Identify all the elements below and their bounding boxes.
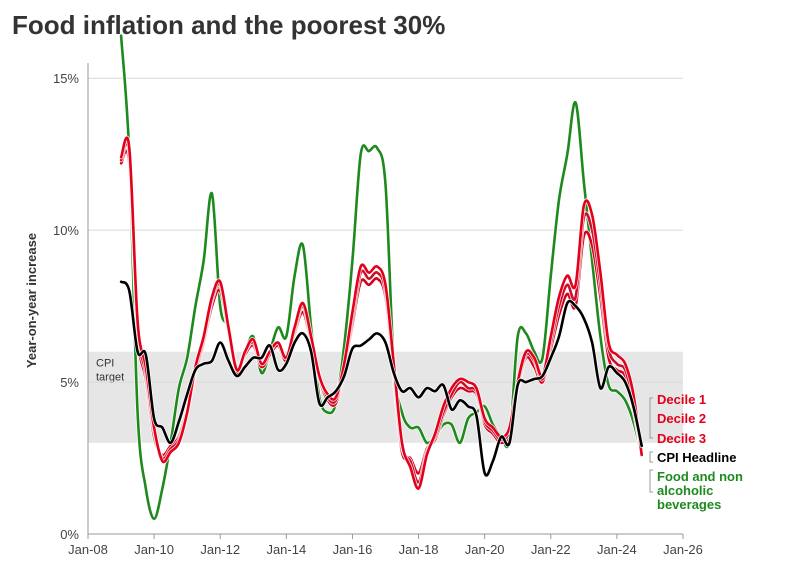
series-line-cpi-headline — [119, 280, 643, 477]
cpi-target-label-line2: target — [96, 372, 124, 384]
chart-title: Food inflation and the poorest 30% — [12, 10, 446, 40]
cpi-target-label-line1: CPI — [96, 358, 114, 370]
legend-label-4: beverages — [657, 497, 721, 512]
series-line-food-and-non-alcoholic-beverages — [119, 34, 643, 521]
x-tick-label: Jan-22 — [531, 542, 571, 557]
y-tick-label: 0% — [60, 527, 79, 542]
x-tick-label: Jan-26 — [663, 542, 703, 557]
legend-label-2: Decile 3 — [657, 431, 706, 446]
legend-label-3: CPI Headline — [657, 450, 736, 465]
x-tick-label: Jan-12 — [200, 542, 240, 557]
legend-bracket-deciles — [649, 397, 653, 439]
x-tick-label: Jan-14 — [266, 542, 306, 557]
x-tick-label: Jan-10 — [134, 542, 174, 557]
x-tick-label: Jan-20 — [465, 542, 505, 557]
x-tick-label: Jan-08 — [68, 542, 108, 557]
y-tick-label: 10% — [53, 223, 79, 238]
x-tick-label: Jan-24 — [597, 542, 637, 557]
y-axis-title: Year-on-year increase — [24, 233, 39, 368]
legend-label-4: Food and non — [657, 469, 743, 484]
x-tick-label: Jan-18 — [399, 542, 439, 557]
series-line-decile-1 — [119, 136, 643, 490]
legend-bracket-cpi — [649, 451, 653, 463]
legend-bracket-food — [649, 469, 653, 493]
y-tick-label: 5% — [60, 375, 79, 390]
legend-label-0: Decile 1 — [657, 392, 706, 407]
legend-label-4: alcoholic — [657, 483, 713, 498]
y-tick-label: 15% — [53, 71, 79, 86]
legend-label-1: Decile 2 — [657, 411, 706, 426]
x-tick-label: Jan-16 — [333, 542, 373, 557]
